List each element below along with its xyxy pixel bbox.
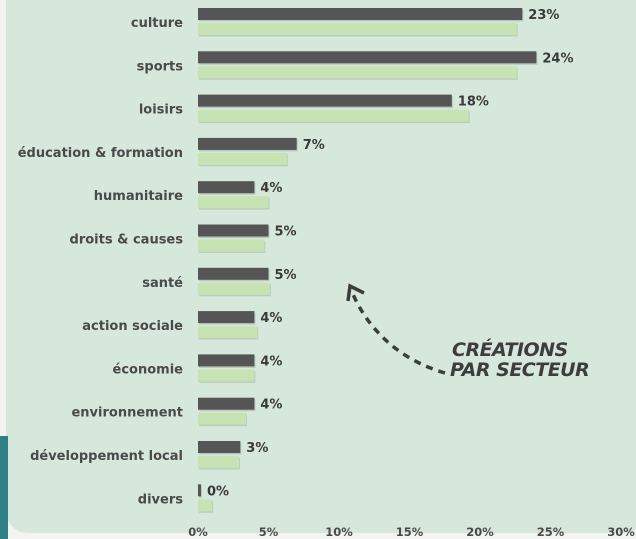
bar-dark-10 <box>198 441 241 453</box>
category-label: environnement <box>71 406 183 421</box>
x-tick-label: 25% <box>537 525 565 539</box>
value-label: 18% <box>458 95 489 110</box>
x-tick-label: 20% <box>466 525 494 539</box>
annotation: CRÉATIONS PAR SECTEUR <box>346 283 590 381</box>
bar-light-4 <box>198 196 269 209</box>
bar-light-8 <box>198 369 255 382</box>
bar-light-7 <box>198 326 258 339</box>
annotation-arrow <box>350 291 446 375</box>
annotation-arrowhead <box>346 283 365 302</box>
annotation-line-2: PAR SECTEUR <box>450 359 589 381</box>
category-label: divers <box>138 492 183 507</box>
bar-dark-11 <box>198 484 201 497</box>
x-tick-label: 0% <box>188 525 208 539</box>
category-label: culture <box>131 16 183 31</box>
category-label: droits & causes <box>70 233 184 248</box>
value-label: 24% <box>542 51 573 66</box>
value-label: 4% <box>260 311 282 326</box>
value-label: 3% <box>246 441 268 456</box>
bar-dark-1 <box>198 51 537 64</box>
bar-dark-0 <box>198 8 523 20</box>
value-label: 0% <box>207 484 229 499</box>
bar-light-2 <box>198 109 469 122</box>
bar-dark-8 <box>198 354 255 367</box>
value-label: 23% <box>528 8 559 23</box>
category-label: développement local <box>30 449 183 464</box>
value-label: 5% <box>275 268 297 283</box>
category-label: loisirs <box>139 103 183 118</box>
bar-light-1 <box>198 66 517 79</box>
bar-dark-2 <box>198 94 452 107</box>
chart-panel <box>6 0 636 533</box>
bar-dark-4 <box>198 181 255 194</box>
category-label: économie <box>113 362 184 377</box>
value-label: 4% <box>260 181 282 196</box>
x-axis-ticks: 0% 5% 10% 15% 20% 25% 30% <box>188 525 635 539</box>
bars-group <box>198 8 538 513</box>
x-tick-label: 5% <box>259 525 279 539</box>
bar-light-10 <box>198 456 239 468</box>
value-labels: 23% 24% 18% 7% 4% 5% 5% 4% 4% 4% 3% 0% <box>207 8 574 499</box>
bar-light-6 <box>198 282 270 295</box>
bar-dark-9 <box>198 397 255 410</box>
bar-dark-3 <box>198 137 297 150</box>
x-tick-label: 30% <box>607 525 635 539</box>
category-label: action sociale <box>82 319 183 334</box>
bar-dark-7 <box>198 311 255 324</box>
x-tick-label: 10% <box>325 525 353 539</box>
category-label: sports <box>137 59 184 74</box>
category-label: santé <box>142 276 183 291</box>
category-labels: culture sports loisirs éducation & formatio… <box>18 16 184 507</box>
value-label: 4% <box>260 354 282 369</box>
bar-light-3 <box>198 152 287 165</box>
x-tick-label: 15% <box>396 525 424 539</box>
accent-strip <box>0 436 8 539</box>
bar-light-9 <box>198 412 246 425</box>
bar-light-0 <box>198 23 517 35</box>
category-label: éducation & formation <box>18 146 183 161</box>
bar-light-5 <box>198 239 265 252</box>
value-label: 7% <box>303 138 325 153</box>
bar-light-11 <box>198 499 213 512</box>
bar-dark-6 <box>198 267 269 280</box>
value-label: 4% <box>260 398 282 413</box>
value-label: 5% <box>275 225 297 240</box>
category-label: humanitaire <box>94 189 183 204</box>
annotation-line-1: CRÉATIONS <box>452 338 568 361</box>
bar-dark-5 <box>198 224 269 237</box>
